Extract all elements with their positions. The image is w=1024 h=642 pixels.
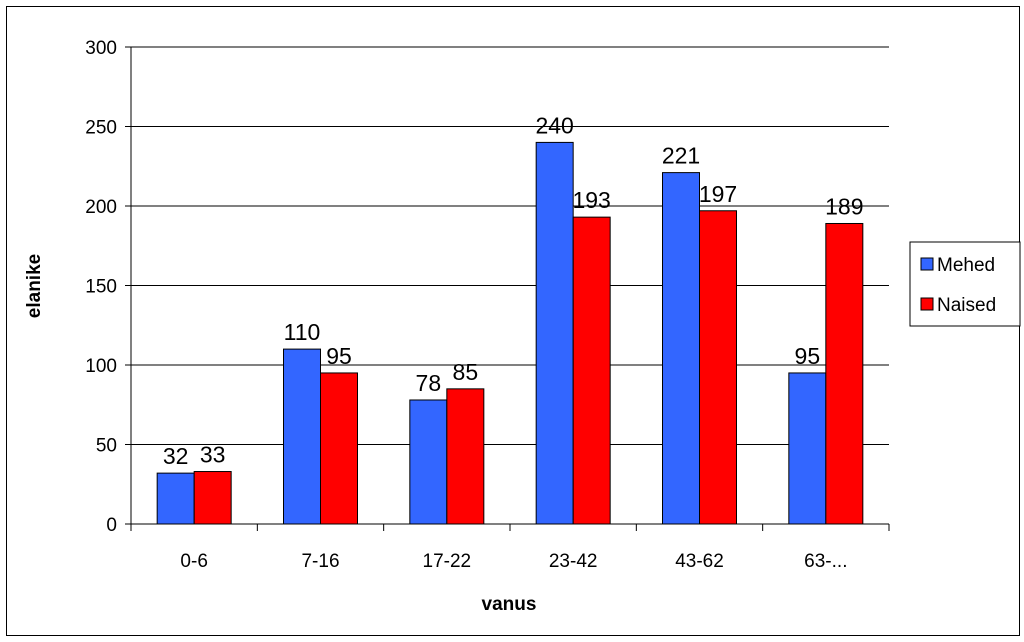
data-label-naised-5: 189 [825,193,863,219]
bar-naised-4 [699,210,737,525]
x-tick-label-3: 23-42 [549,551,598,572]
data-label-naised-2: 85 [453,359,479,385]
bar-mehed-5 [788,372,827,525]
data-label-mehed-3: 240 [535,112,573,138]
bar-naised-3 [572,216,611,525]
bar-naised-1 [320,372,358,525]
y-axis-title: elanike [24,254,45,318]
bar-mehed-3 [535,141,574,525]
bar-mehed-0 [156,472,195,525]
data-label-naised-3: 193 [572,187,610,213]
bar-naised-0 [193,471,232,525]
axes: 0 50 100 150 200 250 300 0-6 7-16 17-22 23-42 43-62… [85,38,890,572]
gridlines [131,46,889,445]
data-label-naised-0: 33 [200,442,226,468]
legend-label-mehed: Mehed [937,255,995,276]
bar-mehed-4 [662,172,700,525]
x-tick-label-2: 17-22 [423,551,472,572]
x-tick-label-5: 63-... [804,551,847,572]
y-tick-label-150: 150 [85,277,117,298]
legend-label-naised: Naised [937,295,996,316]
y-tick-label-0: 0 [106,515,117,536]
y-tick-label-50: 50 [96,436,117,457]
y-tick-label-200: 200 [85,197,117,218]
data-label-mehed-0: 32 [163,443,189,469]
bars [156,141,864,525]
data-label-mehed-1: 110 [284,319,321,345]
data-labels: 32 110 78 240 221 95 33 95 85 193 197 189 [163,112,864,469]
y-tick-label-250: 250 [85,118,117,139]
y-tick-label-300: 300 [85,38,117,59]
data-label-naised-4: 197 [699,181,737,207]
x-axis-title: vanus [482,594,537,615]
x-tick-label-1: 7-16 [301,551,339,572]
data-label-mehed-2: 78 [416,370,442,396]
data-label-naised-1: 95 [326,343,352,369]
x-tick-label-0: 0-6 [180,551,207,572]
bar-naised-2 [446,388,485,525]
legend-box [909,241,1021,327]
x-tick-label-4: 43-62 [675,551,724,572]
bar-mehed-2 [409,399,448,525]
legend-swatch-mehed [920,257,934,271]
legend-swatch-naised [920,297,934,311]
data-label-mehed-5: 95 [795,343,821,369]
y-tick-label-100: 100 [85,356,117,377]
bar-naised-5 [825,222,864,525]
legend: Mehed Naised [909,241,1021,327]
data-label-mehed-4: 221 [662,143,700,169]
bar-mehed-1 [283,348,321,525]
